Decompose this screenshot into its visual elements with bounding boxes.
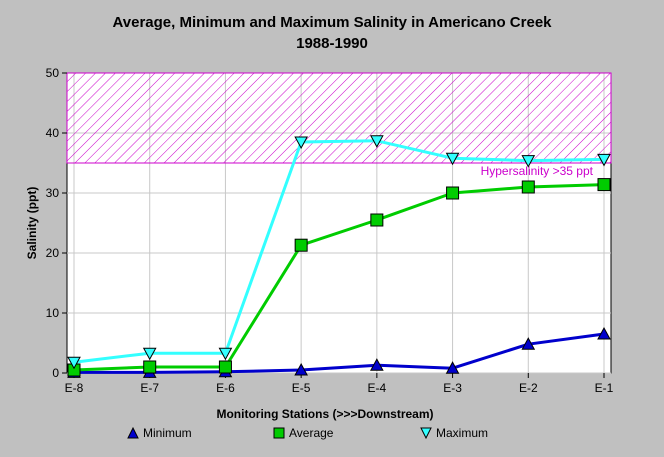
marker-maximum (294, 136, 308, 150)
square-icon (273, 427, 285, 439)
marker-maximum (370, 135, 384, 148)
x-tick-label: E-8 (65, 381, 84, 395)
marker-minimum (521, 337, 536, 350)
y-tick-label: 0 (52, 366, 59, 380)
y-tick-label: 30 (46, 186, 60, 200)
marker-average (597, 178, 611, 192)
marker-minimum (445, 361, 460, 374)
marker-average (446, 186, 460, 200)
x-tick-label: E-3 (443, 381, 462, 395)
series-line-minimum (74, 332, 605, 374)
hypersalinity-band (66, 72, 612, 164)
legend-item-average: Average (273, 426, 333, 440)
legend-label-maximum: Maximum (436, 426, 489, 440)
legend-item-minimum: Minimum (127, 426, 192, 440)
marker-maximum (445, 152, 460, 166)
marker-average (521, 180, 535, 194)
legend-item-maximum: Maximum (420, 426, 488, 440)
y-tick-label: 40 (46, 126, 60, 140)
legend: Minimum Average Maximum (0, 426, 664, 444)
marker-maximum (142, 347, 157, 361)
marker-average (143, 360, 157, 374)
legend-label-average: Average (289, 426, 334, 440)
hypersalinity-label: Hypersalinity >35 ppt (481, 164, 594, 178)
y-tick-label: 50 (46, 66, 60, 80)
marker-average (370, 213, 384, 227)
marker-average (294, 238, 308, 252)
y-tick-label: 10 (46, 306, 60, 320)
marker-average (218, 360, 232, 374)
x-axis-label: Monitoring Stations (>>>Downstream) (216, 407, 433, 421)
x-tick-label: E-2 (519, 381, 538, 395)
marker-minimum (294, 362, 308, 376)
marker-maximum (597, 153, 611, 167)
marker-maximum (521, 155, 536, 168)
x-tick-label: E-6 (216, 381, 235, 395)
marker-maximum (67, 356, 81, 370)
series-line-maximum (73, 139, 605, 364)
series-line-average (73, 183, 605, 372)
chart-subtitle: 1988-1990 (296, 35, 368, 52)
x-tick-label: E-1 (595, 381, 614, 395)
y-tick-label: 20 (46, 246, 60, 260)
x-tick-label: E-5 (292, 381, 311, 395)
marker-maximum (218, 347, 233, 361)
marker-minimum (370, 358, 384, 371)
marker-minimum (597, 326, 611, 340)
legend-label-minimum: Minimum (143, 426, 192, 440)
x-tick-label: E-4 (368, 381, 387, 395)
triangle-down-icon (420, 427, 432, 439)
chart-title: Average, Minimum and Maximum Salinity in… (112, 14, 552, 31)
x-tick-label: E-7 (140, 381, 159, 395)
y-axis-label: Salinity (ppt) (25, 187, 39, 260)
triangle-up-icon (127, 427, 139, 439)
